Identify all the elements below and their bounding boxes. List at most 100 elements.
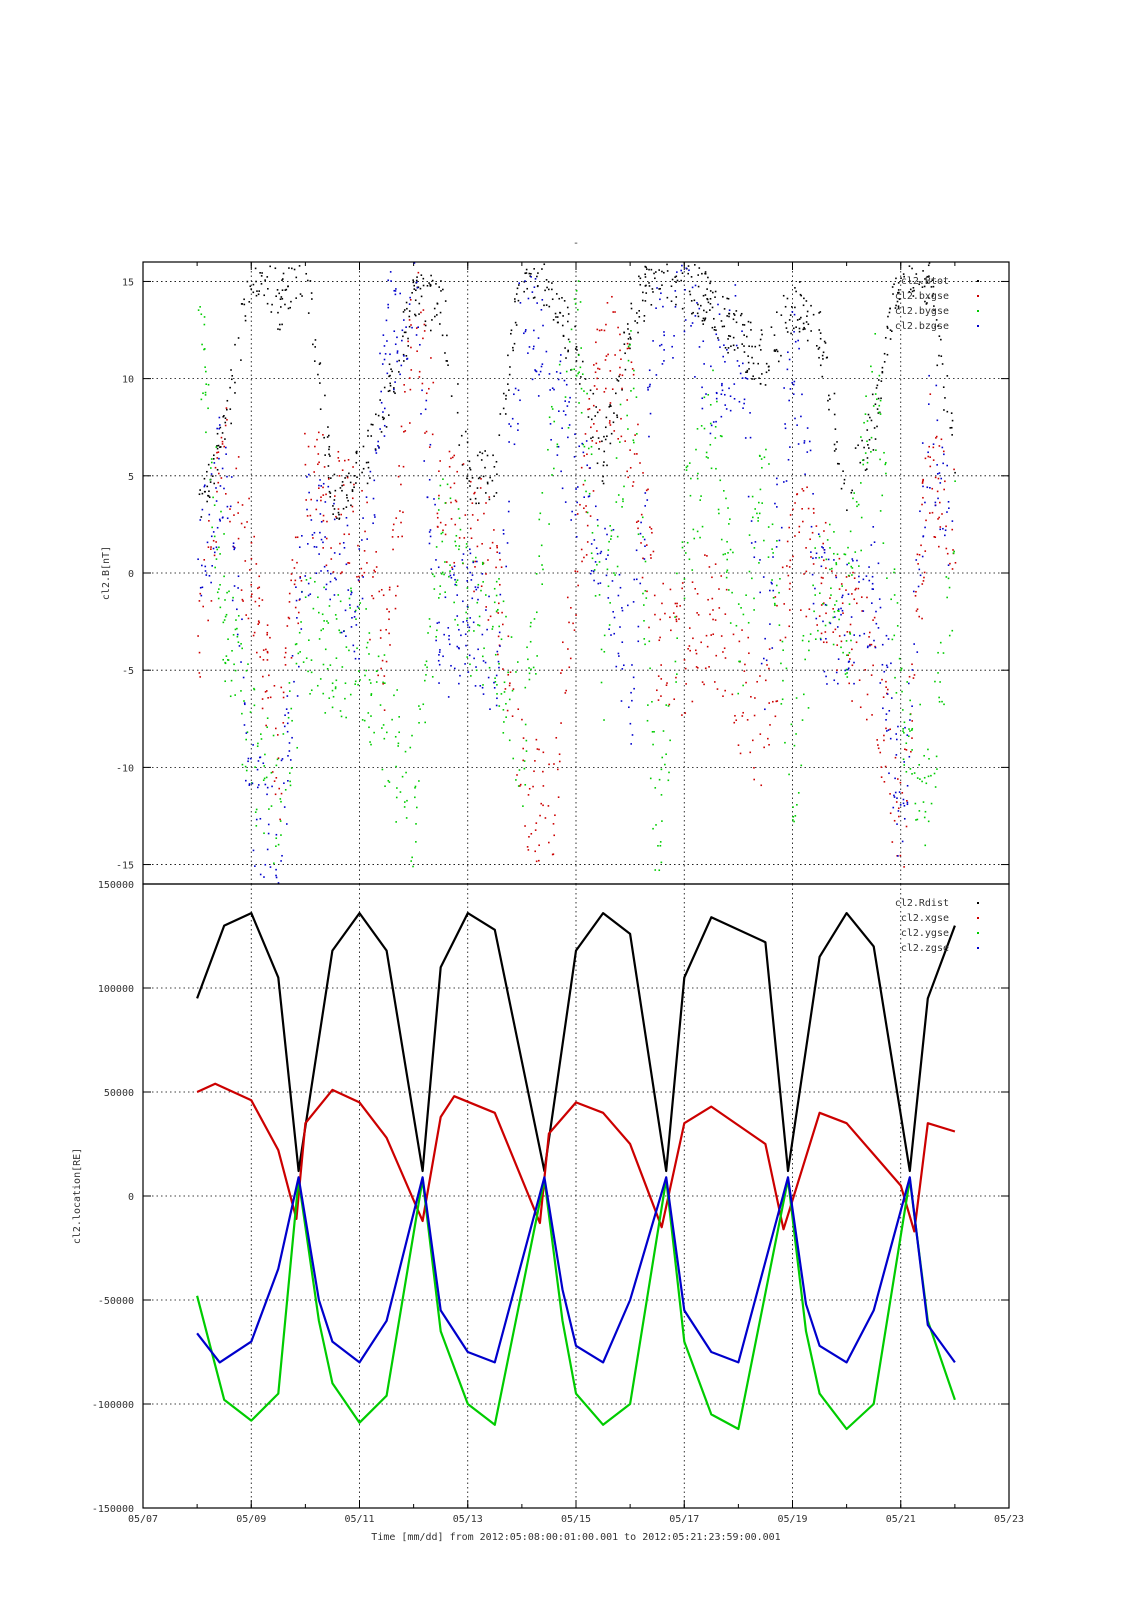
data-point [466,624,469,626]
data-point [811,531,814,534]
data-point [822,620,824,623]
data-point [739,314,742,317]
data-point [282,272,285,275]
data-point [684,289,686,291]
data-point [915,610,918,612]
data-point [326,520,328,523]
data-point [687,272,689,275]
data-point [937,672,939,674]
data-point [413,262,416,264]
data-point [304,575,307,577]
data-point [224,417,227,420]
data-point [260,283,263,285]
data-point [807,507,810,510]
data-point [238,645,241,647]
data-point [637,331,639,334]
data-point [365,608,367,610]
data-point [347,589,350,591]
data-point [568,341,571,343]
data-point [418,370,421,373]
data-point [796,493,799,495]
data-point [218,427,221,430]
data-point [885,713,888,715]
data-point [210,458,213,460]
data-point [765,371,768,374]
data-point [803,326,805,329]
data-point [418,721,420,724]
data-point [338,629,341,632]
data-point [827,399,829,402]
data-point [380,390,382,393]
data-point [287,755,289,757]
data-point [874,646,877,649]
data-point [502,709,505,711]
data-point [952,552,955,555]
data-point [458,628,460,631]
data-point [835,576,838,579]
data-point [531,291,534,293]
data-point [909,719,911,721]
data-point [951,419,954,422]
data-point [889,737,892,740]
data-point [884,765,887,768]
data-point [720,415,723,418]
data-point [345,494,348,496]
data-point [581,560,583,563]
data-point [630,307,633,310]
data-point [749,321,752,324]
data-point [596,411,599,414]
data-point [942,462,944,465]
data-point [842,470,844,473]
data-point [363,719,366,722]
data-point [298,265,301,267]
data-point [616,414,618,417]
data-point [825,637,827,640]
data-point [632,481,635,483]
data-point [772,589,775,592]
data-point [444,561,446,563]
data-point [822,351,825,354]
data-point [290,300,292,303]
data-point [641,299,644,302]
data-point [595,442,598,444]
data-point [250,757,252,760]
data-point [843,478,846,481]
data-point [383,654,386,656]
data-point [356,575,358,578]
data-point [540,544,543,547]
data-point [678,618,680,620]
data-point [930,802,933,805]
data-point [635,521,638,524]
data-point [330,547,332,549]
data-point [752,362,755,365]
data-point [310,292,313,294]
data-point [369,470,372,473]
data-point [334,489,337,492]
data-point [548,763,550,766]
data-point [439,484,442,487]
data-point [876,384,879,387]
data-point [395,517,398,519]
data-point [475,669,478,672]
data-point [829,568,831,571]
data-point [794,340,797,343]
data-point [503,681,506,684]
data-point [711,306,714,309]
data-point [581,373,584,375]
data-point [915,559,918,561]
data-point [689,293,692,296]
data-point [802,328,805,331]
data-point [833,679,836,682]
data-point [475,588,478,591]
data-point [832,608,834,610]
data-point [385,426,388,428]
data-point [619,626,621,628]
data-point [906,784,909,787]
data-point [683,597,686,600]
data-point [864,669,867,671]
data-point [789,514,792,516]
data-point [798,347,800,350]
data-point [675,676,677,679]
data-point [813,610,815,613]
data-point [872,405,875,407]
